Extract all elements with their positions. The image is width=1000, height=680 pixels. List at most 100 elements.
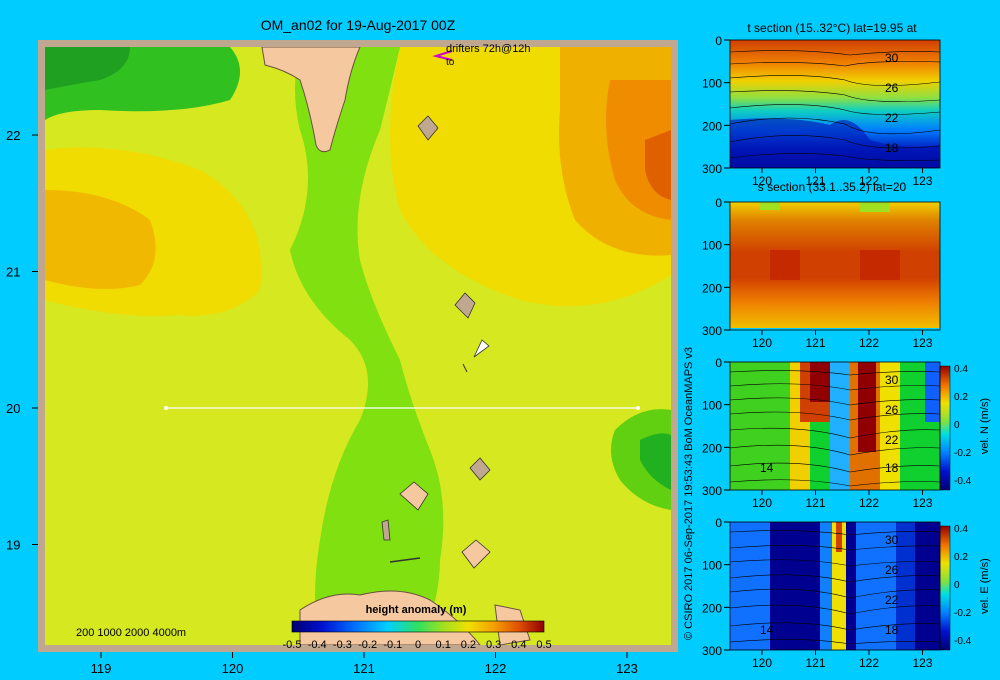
contour-label: 30: [885, 373, 899, 387]
panel-frame: [729, 201, 941, 331]
panel-frame: [729, 521, 941, 651]
colorbar-tick-labels: -0.5 -0.4 -0.3 -0.2 -0.1 0 0.1 0.2 0.3 0.4 0.5: [283, 639, 552, 651]
eastward-velocity-panel: [729, 522, 951, 651]
colorbar-tick: 0.1: [436, 639, 451, 651]
map-title: OM_an02 for 19-Aug-2017 00Z: [261, 17, 456, 33]
colorbar-tick: 0.3: [486, 639, 501, 651]
panel-y-tick-label: 0: [715, 34, 722, 48]
x-tick-label: 120: [222, 661, 244, 676]
contour-label: 18: [885, 141, 899, 155]
panel-x-tick-label: 123: [912, 656, 932, 670]
panel-y-tick-label: 300: [702, 484, 722, 498]
height-anomaly-colorbar: [291, 620, 545, 633]
panel-x-tick-label: 122: [859, 496, 879, 510]
section-start-marker: [164, 406, 168, 410]
panel-y-tick-label: 200: [702, 601, 722, 615]
panel-x-tick-label: 123: [912, 174, 932, 188]
credit-text: © CSIRO 2017 06-Sep-2017 19:53:43 BoM Oc…: [683, 347, 695, 640]
panel-y-tick-label: 0: [715, 356, 722, 370]
colorbar-tick: 0.2: [461, 639, 476, 651]
x-tick-label: 119: [91, 661, 112, 676]
contour-label: 30: [885, 51, 899, 65]
panel-x-tick-label: 120: [752, 336, 772, 350]
colorbar-tick: -0.4: [308, 639, 327, 651]
panel-colorbar-tick: 0: [954, 420, 960, 431]
panel-title-temperature: t section (15..32°C) lat=19.95 at: [747, 21, 917, 35]
y-tick-label: 19: [6, 538, 20, 553]
x-tick-label: 121: [353, 661, 375, 676]
panel-colorbar-tick: 0.4: [954, 524, 968, 535]
contour-label: 14: [760, 461, 774, 475]
panel-y-tick-label: 200: [702, 441, 722, 455]
vel-e-colorbar: [939, 525, 951, 651]
panel-frame: [729, 361, 941, 491]
panel-y-tick-label: 0: [715, 516, 722, 530]
contour-label: 18: [885, 623, 899, 637]
panel-y-tick-label: 300: [702, 324, 722, 338]
contour-label: 22: [885, 593, 899, 607]
panel-colorbar-tick: 0.4: [954, 364, 968, 375]
colorbar-title: height anomaly (m): [366, 604, 467, 616]
panel-x-tick-label: 123: [912, 336, 932, 350]
temperature-section-panel: t section (15..32°C) lat=19.95 at: [729, 21, 941, 168]
contour-label: 26: [885, 563, 899, 577]
y-tick-label: 20: [6, 401, 20, 416]
northward-velocity-panel: [729, 362, 951, 491]
colorbar-tick: -0.5: [283, 639, 302, 651]
panel-colorbar-tick: -0.2: [954, 448, 972, 459]
contour-label: 30: [885, 533, 899, 547]
panel-colorbar-tick: 0: [954, 580, 960, 591]
panel-title-salinity: s section (33.1..35.2) lat=20: [758, 180, 907, 194]
drifters-to-label: to: [446, 57, 455, 68]
x-tick-label: 122: [485, 661, 507, 676]
contour-label: 14: [760, 623, 774, 637]
panel-y-tick-label: 100: [702, 399, 722, 413]
salinity-heatmap: [730, 202, 940, 328]
panel-x-tick-label: 120: [752, 174, 772, 188]
panel-x-tick-label: 121: [805, 174, 825, 188]
panel-x-tick-label: 120: [752, 496, 772, 510]
panel-colorbar-tick: 0.2: [954, 392, 968, 403]
panel-y-tick-label: 100: [702, 77, 722, 91]
panel-y-tick-label: 100: [702, 559, 722, 573]
colorbar-tick: 0.4: [511, 639, 526, 651]
panel-x-tick-label: 121: [805, 496, 825, 510]
panel-y-tick-label: 0: [715, 196, 722, 210]
map-y-axis: 22 21 20 19: [6, 128, 38, 553]
panel-y-tick-label: 300: [702, 644, 722, 658]
drifters-label: drifters 72h@12h: [446, 43, 531, 55]
panel-colorbar-label: vel. N (m/s): [979, 398, 991, 454]
panel-x-tick-label: 121: [805, 656, 825, 670]
panel-colorbar-tick: 0.2: [954, 552, 968, 563]
contour-label: 26: [885, 403, 899, 417]
contour-label: 22: [885, 433, 899, 447]
colorbar-tick: 0: [415, 639, 421, 651]
vel-n-colorbar: [939, 365, 951, 491]
contour-label: 26: [885, 81, 899, 95]
panel-x-tick-label: 120: [752, 656, 772, 670]
section-end-marker: [636, 406, 640, 410]
colorbar-tick: -0.3: [333, 639, 352, 651]
panel-x-tick-label: 121: [805, 336, 825, 350]
panel-y-tick-label: 300: [702, 162, 722, 176]
y-tick-label: 22: [6, 128, 20, 143]
panel-x-tick-label: 122: [859, 336, 879, 350]
colorbar-tick: 0.5: [536, 639, 551, 651]
panel-x-tick-label: 122: [859, 656, 879, 670]
panel-colorbar-tick: -0.4: [954, 636, 972, 647]
x-tick-label: 123: [616, 661, 638, 676]
colorbar-tick: -0.1: [383, 639, 402, 651]
contour-label: 18: [885, 461, 899, 475]
depth-legend: 200 1000 2000 4000m: [76, 627, 186, 639]
panel-colorbar-tick: -0.4: [954, 476, 972, 487]
panel-frame: [729, 39, 941, 169]
panel-y-tick-label: 200: [702, 119, 722, 133]
panel-colorbar-tick: -0.2: [954, 608, 972, 619]
panel-y-tick-label: 200: [702, 281, 722, 295]
contour-label: 22: [885, 111, 899, 125]
drifter-arrow-icon: [432, 50, 453, 61]
panel-colorbar-label: vel. E (m/s): [979, 558, 991, 614]
panel-x-tick-label: 122: [859, 174, 879, 188]
